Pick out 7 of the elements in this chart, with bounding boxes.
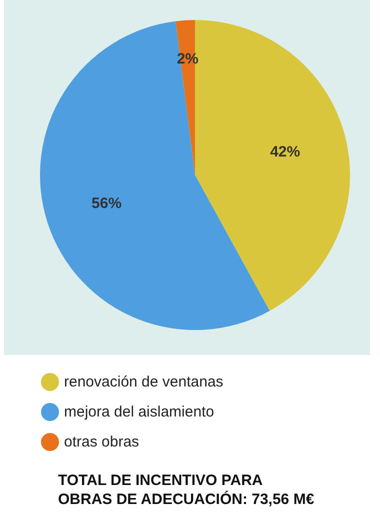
- data-label: 42%: [270, 143, 300, 160]
- legend-label: otras obras: [64, 434, 140, 450]
- data-label: 56%: [92, 195, 122, 212]
- legend-label: mejora del aislamiento: [64, 404, 214, 420]
- pie-slice: [40, 21, 270, 330]
- legend-label: renovación de ventanas: [64, 374, 224, 390]
- text: TOTAL DE INCENTIVO PARA OBRAS DE ADECUACIÓN: 73,56 M€: [58, 472, 315, 508]
